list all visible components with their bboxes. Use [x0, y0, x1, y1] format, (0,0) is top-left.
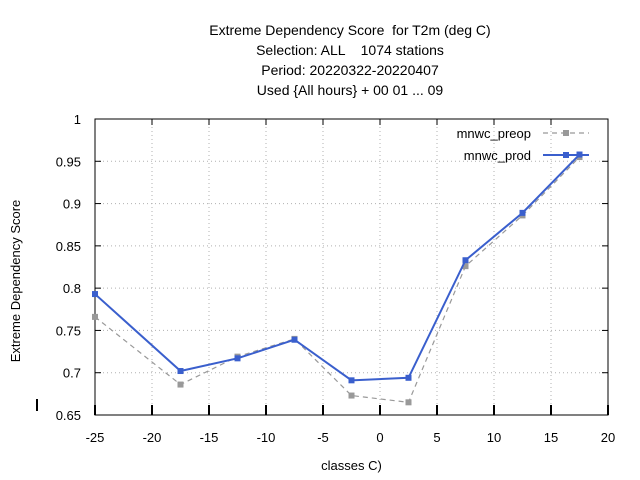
- plot-area: [94, 118, 609, 416]
- title-line-2: Selection: ALL 1074 stations: [256, 42, 444, 58]
- x-tick-label: 10: [487, 430, 501, 445]
- data-point-mnwc_prod: [405, 374, 412, 381]
- data-point-mnwc_prod: [234, 355, 241, 362]
- data-point-mnwc_prod: [92, 291, 98, 298]
- y-axis-label: Extreme Dependency Score: [8, 200, 23, 363]
- x-tick-label: -5: [317, 430, 329, 445]
- y-tick-label: 0.85: [56, 239, 81, 254]
- data-point-mnwc_prod: [177, 368, 184, 375]
- title-line-3: Period: 20220322-20220407: [261, 62, 439, 78]
- legend-label-mnwc_prod: mnwc_prod: [464, 148, 531, 163]
- x-tick-label: 15: [544, 430, 558, 445]
- series: [92, 151, 583, 406]
- y-tick-label: 0.75: [56, 323, 81, 338]
- y-tick-label: 0.7: [63, 366, 81, 381]
- x-tick-label: 5: [433, 430, 440, 445]
- x-tick-label: 0: [376, 430, 383, 445]
- x-tick-label: -25: [86, 430, 105, 445]
- legend-marker-mnwc_preop: [563, 130, 569, 136]
- data-point-mnwc_preop: [177, 381, 184, 388]
- data-point-mnwc_preop: [348, 392, 355, 399]
- series-line-mnwc_prod: [94, 153, 581, 382]
- data-point-mnwc_preop: [405, 399, 412, 406]
- legend-label-mnwc_preop: mnwc_preop: [457, 126, 531, 141]
- data-point-mnwc_prod: [291, 336, 298, 343]
- data-point-mnwc_prod: [462, 257, 469, 264]
- data-point-mnwc_preop: [462, 263, 469, 270]
- data-point-mnwc_prod: [519, 209, 526, 216]
- grid: [95, 119, 608, 415]
- x-tick-label: 20: [601, 430, 615, 445]
- legend: mnwc_preop mnwc_prod: [457, 126, 589, 163]
- legend-marker-mnwc_prod: [563, 152, 569, 158]
- data-point-mnwc_prod: [348, 377, 355, 384]
- axis-ticks: -25 -20 -15 -10 -5 0 5 10 15 20 0.65 0.7 0.75 0.8 0.85…: [56, 112, 616, 445]
- x-tick-label: -20: [143, 430, 162, 445]
- title-line-4: Used {All hours} + 00 01 ... 09: [256, 82, 444, 98]
- x-tick-label: -10: [257, 430, 276, 445]
- y-tick-label: 0.65: [56, 408, 81, 423]
- y-tick-label: 0.95: [56, 154, 81, 169]
- y-tick-label: 0.9: [63, 197, 81, 212]
- y-tick-label: 1: [74, 112, 81, 127]
- series-line-mnwc_preop: [94, 156, 580, 403]
- data-point-mnwc_preop: [92, 313, 98, 320]
- x-axis-label: classes C): [321, 458, 382, 473]
- title-line-1: Extreme Dependency Score for T2m (deg C): [209, 22, 491, 38]
- y-tick-label: 0.8: [63, 281, 81, 296]
- chart-title: Extreme Dependency Score for T2m (deg C)…: [0, 20, 640, 100]
- x-tick-label: -15: [200, 430, 219, 445]
